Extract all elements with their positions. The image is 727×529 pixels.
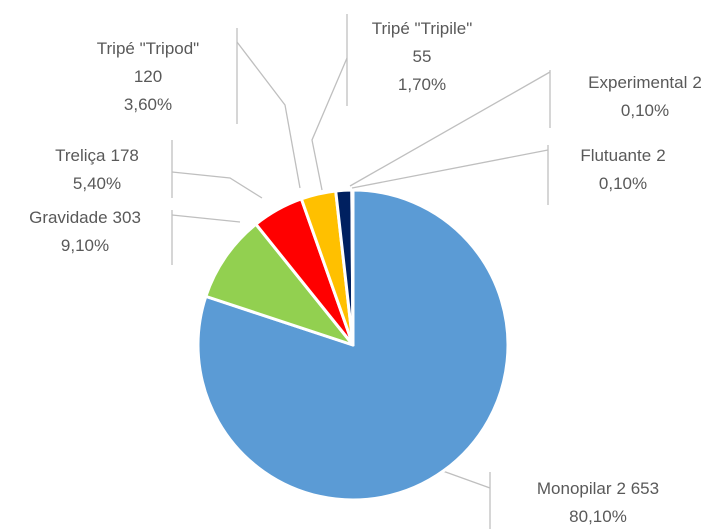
- leader-line: [171, 171, 263, 199]
- slice-value-label: 2: [656, 146, 665, 165]
- leader-line: [236, 41, 301, 189]
- slice-value-label: 178: [111, 146, 139, 165]
- slice-name: Monopilar: [537, 479, 612, 498]
- slice-value-label: 2: [692, 73, 701, 92]
- slice-value-label: 120: [134, 67, 162, 86]
- slice-label: Treliça 178 5,40%: [55, 146, 139, 193]
- pie-slice: [350, 188, 355, 347]
- slice-value-label: 55: [413, 47, 432, 66]
- slice-percent-label: 3,60%: [124, 95, 172, 114]
- leader-line: [351, 149, 549, 189]
- leader-line: [439, 469, 491, 489]
- slice-percent-label: 1,70%: [398, 75, 446, 94]
- slice-label: Experimental 2 0,10%: [588, 73, 702, 120]
- slice-percent-label: 9,10%: [61, 236, 109, 255]
- pie-slice: [196, 188, 510, 502]
- leader-lines: [171, 14, 551, 529]
- leader-line: [311, 57, 348, 191]
- slices: [196, 188, 510, 502]
- slice-name: Tripé "Tripile": [372, 19, 473, 38]
- pie-slice: [204, 222, 355, 347]
- slice-value-label: 2 653: [617, 479, 660, 498]
- slice-name: Flutuante: [580, 146, 651, 165]
- slice-percent-label: 5,40%: [73, 174, 121, 193]
- slice-name: Experimental: [588, 73, 687, 92]
- slice-name: Treliça: [55, 146, 106, 165]
- slice-percent-label: 0,10%: [621, 101, 669, 120]
- slice-label: Flutuante 2 0,10%: [580, 146, 665, 193]
- slice-label: Monopilar 2 653 80,10%: [537, 479, 659, 526]
- slice-percent-label: 0,10%: [599, 174, 647, 193]
- slice-label: Tripé "Tripile" 55 1,70%: [372, 19, 473, 94]
- slice-label: Tripé "Tripod" 120 3,60%: [97, 39, 199, 114]
- slice-label: Gravidade 303 9,10%: [29, 208, 141, 255]
- leader-line: [349, 71, 551, 187]
- slice-percent-label: 80,10%: [569, 507, 627, 526]
- leader-line: [171, 214, 241, 223]
- slice-name: Tripé "Tripod": [97, 39, 199, 58]
- slice-value-label: 303: [113, 208, 141, 227]
- slice-name: Gravidade: [29, 208, 107, 227]
